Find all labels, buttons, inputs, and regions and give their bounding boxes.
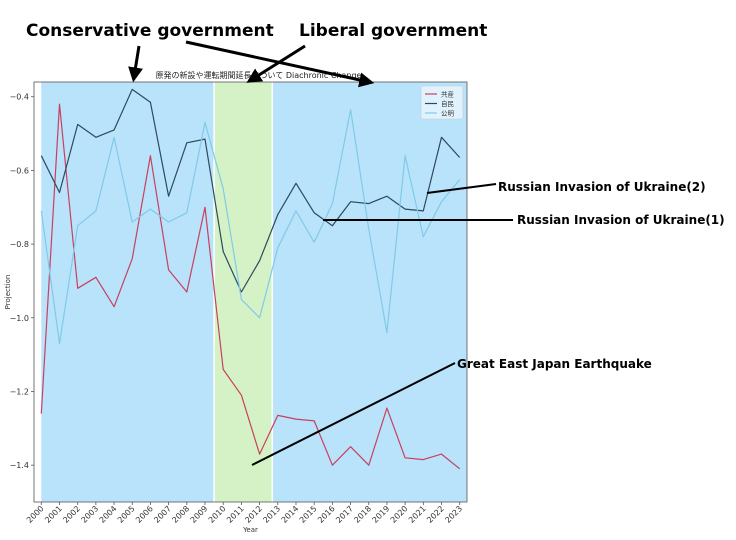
x-tick-label: 2006 — [134, 504, 155, 525]
x-tick-label: 2022 — [425, 504, 446, 525]
x-tick-label: 2023 — [443, 504, 464, 525]
x-tick-label: 2016 — [316, 504, 337, 525]
legend-label-0: 共産 — [441, 90, 455, 99]
y-tick-label: −0.8 — [10, 240, 29, 249]
pointer-earthquake — [251, 362, 456, 466]
period-span-2 — [272, 82, 467, 502]
y-axis: −1.4 −1.2 −1.0 −0.8 −0.6 −0.4 — [10, 93, 34, 470]
y-tick-label: −0.6 — [10, 166, 29, 175]
period-span-1 — [214, 82, 273, 502]
x-tick-label: 2001 — [43, 504, 64, 525]
x-tick-label: 2007 — [152, 504, 173, 525]
x-axis-label: Year — [242, 526, 258, 534]
x-tick-label: 2021 — [407, 504, 428, 525]
x-tick-label: 2017 — [334, 504, 355, 525]
arrow-liberal-right — [185, 40, 375, 88]
x-tick-label: 2005 — [116, 504, 137, 525]
y-tick-label: −1.2 — [10, 387, 29, 396]
x-tick-label: 2013 — [261, 504, 282, 525]
x-tick-label: 2020 — [389, 504, 410, 525]
annotation-ukraine-invasion-1: Russian Invasion of Ukraine(1) — [517, 213, 725, 227]
x-tick-label: 2011 — [225, 504, 246, 525]
x-tick-label: 2002 — [61, 504, 82, 525]
y-tick-label: −1.4 — [10, 461, 29, 470]
x-tick-label: 2003 — [80, 504, 101, 525]
series-line-1 — [40, 88, 461, 293]
x-tick-label: 2000 — [25, 504, 46, 525]
x-tick-label: 2008 — [170, 504, 191, 525]
period-shading — [41, 82, 467, 502]
x-tick-label: 2009 — [189, 504, 210, 525]
annotation-great-east-japan-earthquake: Great East Japan Earthquake — [457, 357, 652, 371]
x-tick-label: 2004 — [98, 504, 119, 525]
annotation-conservative-government: Conservative government — [26, 21, 274, 41]
series-line-2 — [40, 108, 461, 345]
x-tick-label: 2010 — [207, 504, 228, 525]
arrow-conservative — [128, 45, 143, 83]
y-tick-label: −1.0 — [10, 314, 29, 323]
annotation-ukraine-invasion-2: Russian Invasion of Ukraine(2) — [498, 180, 706, 194]
annotations: Conservative government Liberal governmen… — [26, 21, 725, 466]
x-tick-label: 2012 — [243, 504, 264, 525]
series-lines — [40, 88, 461, 470]
legend-label-1: 自民 — [441, 99, 454, 108]
legend-label-2: 公明 — [441, 110, 455, 118]
series-line-0 — [40, 103, 461, 470]
x-tick-label: 2014 — [280, 504, 301, 525]
x-axis: 2000200120022003200420052006200720082009… — [25, 502, 464, 525]
pointer-ukraine-2 — [426, 183, 497, 194]
x-tick-label: 2019 — [371, 504, 392, 525]
x-tick-label: 2018 — [352, 504, 373, 525]
annotation-liberal-government: Liberal government — [299, 21, 487, 41]
y-tick-label: −0.4 — [10, 93, 29, 102]
x-tick-label: 2015 — [298, 504, 319, 525]
y-axis-label: Projection — [4, 275, 12, 310]
